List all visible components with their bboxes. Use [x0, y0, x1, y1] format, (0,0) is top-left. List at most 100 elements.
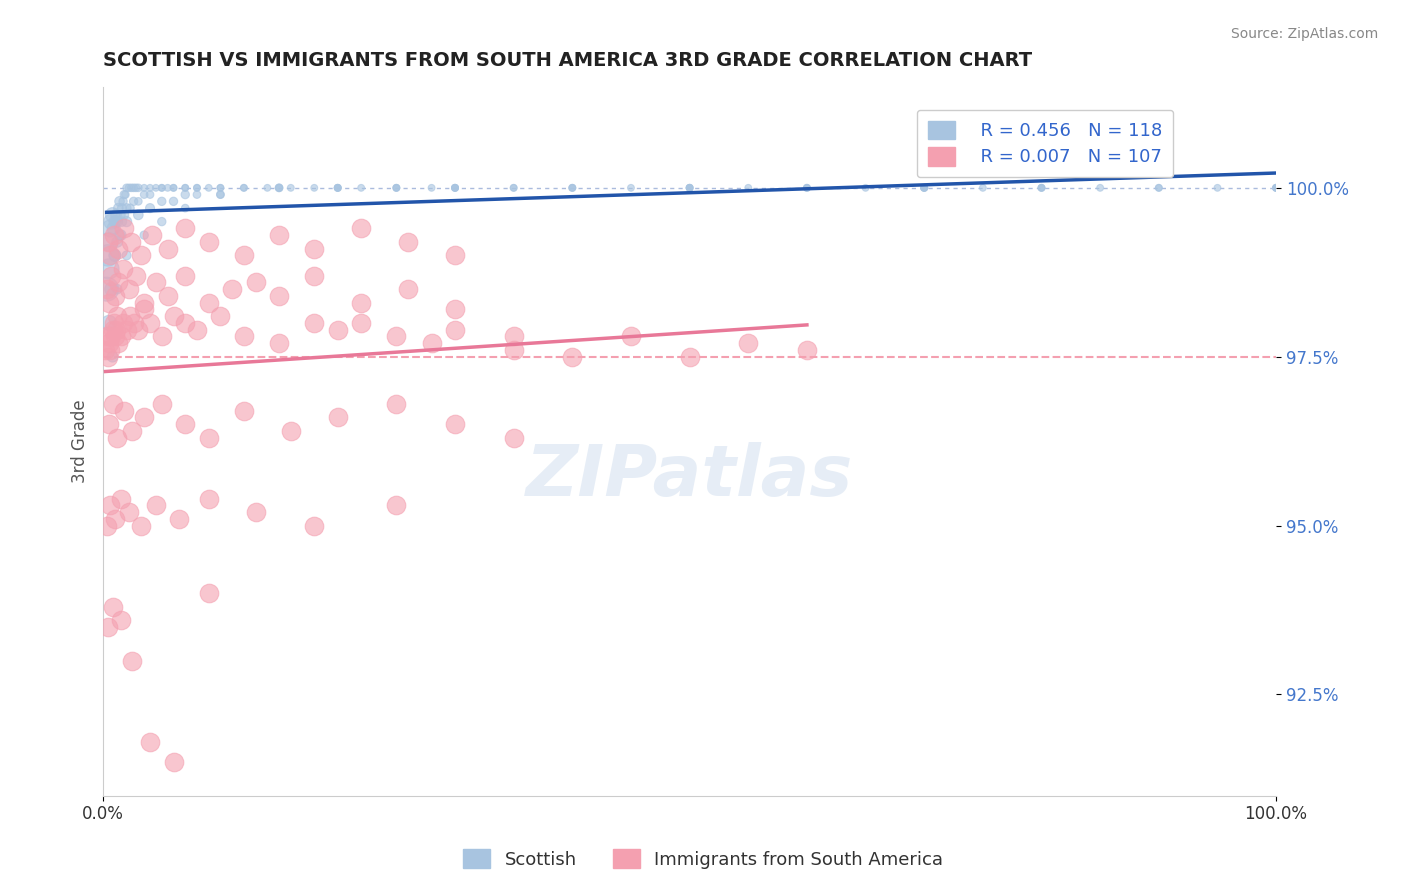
- Point: [796, 343, 818, 357]
- Point: [110, 491, 132, 506]
- Point: [396, 282, 419, 296]
- Point: [105, 214, 128, 228]
- Point: [972, 181, 994, 195]
- Point: [1265, 181, 1288, 195]
- Point: [104, 512, 127, 526]
- Point: [444, 181, 467, 195]
- Point: [561, 181, 583, 195]
- Point: [97, 248, 120, 262]
- Point: [444, 181, 467, 195]
- Point: [127, 194, 149, 209]
- Point: [118, 282, 141, 296]
- Point: [1265, 181, 1288, 195]
- Point: [110, 208, 132, 222]
- Y-axis label: 3rd Grade: 3rd Grade: [72, 400, 89, 483]
- Point: [385, 498, 408, 512]
- Point: [162, 309, 184, 323]
- Point: [115, 323, 138, 337]
- Point: [620, 329, 643, 343]
- Point: [115, 214, 138, 228]
- Point: [98, 221, 121, 235]
- Point: [444, 181, 467, 195]
- Point: [112, 187, 135, 202]
- Point: [267, 336, 290, 351]
- Point: [108, 194, 131, 209]
- Point: [139, 735, 162, 749]
- Point: [385, 181, 408, 195]
- Point: [912, 181, 935, 195]
- Point: [502, 329, 524, 343]
- Point: [112, 316, 135, 330]
- Point: [232, 181, 254, 195]
- Point: [678, 181, 700, 195]
- Point: [101, 397, 124, 411]
- Point: [156, 289, 179, 303]
- Point: [162, 755, 184, 769]
- Point: [139, 201, 162, 215]
- Point: [444, 181, 467, 195]
- Point: [98, 498, 121, 512]
- Point: [174, 221, 197, 235]
- Point: [245, 505, 267, 519]
- Point: [1088, 181, 1111, 195]
- Point: [134, 228, 156, 243]
- Point: [209, 309, 232, 323]
- Point: [502, 181, 524, 195]
- Point: [139, 187, 162, 202]
- Point: [678, 350, 700, 364]
- Text: Source: ZipAtlas.com: Source: ZipAtlas.com: [1230, 27, 1378, 41]
- Point: [186, 323, 208, 337]
- Point: [326, 181, 349, 195]
- Point: [678, 181, 700, 195]
- Point: [197, 431, 219, 445]
- Point: [1031, 181, 1053, 195]
- Point: [232, 181, 254, 195]
- Point: [108, 228, 131, 243]
- Point: [141, 228, 163, 243]
- Point: [304, 181, 326, 195]
- Point: [98, 336, 121, 351]
- Point: [385, 181, 408, 195]
- Point: [96, 329, 118, 343]
- Point: [111, 201, 134, 215]
- Point: [112, 261, 135, 276]
- Point: [150, 181, 173, 195]
- Point: [98, 295, 121, 310]
- Point: [96, 282, 118, 296]
- Point: [420, 336, 443, 351]
- Point: [350, 316, 373, 330]
- Point: [678, 181, 700, 195]
- Point: [107, 336, 129, 351]
- Point: [267, 289, 290, 303]
- Point: [186, 181, 208, 195]
- Point: [1265, 181, 1288, 195]
- Point: [737, 336, 759, 351]
- Point: [107, 201, 129, 215]
- Point: [105, 208, 128, 222]
- Point: [385, 397, 408, 411]
- Point: [326, 323, 349, 337]
- Point: [280, 181, 302, 195]
- Point: [120, 309, 142, 323]
- Point: [127, 323, 149, 337]
- Point: [444, 248, 467, 262]
- Point: [420, 181, 443, 195]
- Point: [107, 242, 129, 256]
- Point: [150, 181, 173, 195]
- Point: [98, 316, 121, 330]
- Point: [110, 329, 132, 343]
- Point: [174, 417, 197, 432]
- Point: [304, 316, 326, 330]
- Point: [385, 181, 408, 195]
- Point: [105, 323, 128, 337]
- Point: [267, 181, 290, 195]
- Point: [156, 181, 179, 195]
- Point: [162, 181, 184, 195]
- Point: [127, 208, 149, 222]
- Point: [110, 228, 132, 243]
- Point: [118, 181, 141, 195]
- Point: [115, 201, 138, 215]
- Point: [197, 586, 219, 600]
- Point: [134, 187, 156, 202]
- Point: [139, 316, 162, 330]
